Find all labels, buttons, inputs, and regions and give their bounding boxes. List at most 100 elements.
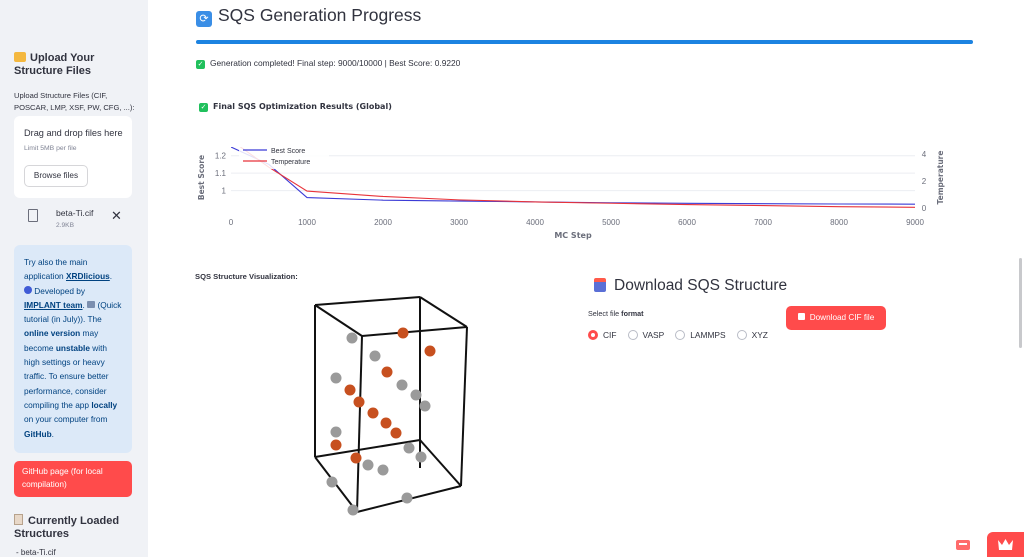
y-axis-label: Best Score: [197, 155, 206, 200]
sqs-structure-3d-view[interactable]: [295, 290, 495, 525]
atom: [330, 372, 342, 384]
upload-heading: Upload Your Structure Files: [14, 52, 95, 77]
atom: [397, 327, 409, 339]
atom: [353, 396, 365, 408]
x-tick-label: 2000: [374, 218, 392, 227]
x-tick-label: 0: [229, 218, 234, 227]
file-name: beta-Ti.cif: [56, 208, 94, 218]
atom: [369, 350, 381, 362]
scrollbar-thumb[interactable]: [1019, 258, 1022, 348]
atom: [330, 439, 342, 451]
implant-team-link[interactable]: IMPLANT team: [24, 299, 83, 310]
structure-viz-label: SQS Structure Visualization:: [195, 272, 298, 281]
atom: [403, 442, 415, 454]
folder-icon: [14, 52, 26, 62]
chart-title: ✓ Final SQS Optimization Results (Global): [199, 102, 392, 112]
x-tick-label: 9000: [906, 218, 924, 227]
streamlit-app-icon[interactable]: [955, 537, 971, 553]
x-tick-label: 5000: [602, 218, 620, 227]
sidebar: Upload Your Structure Files Upload Struc…: [0, 0, 148, 557]
refresh-icon: ⟳: [196, 11, 212, 27]
atom: [347, 504, 359, 516]
y-tick-label: 1.2: [215, 152, 227, 161]
atom: [330, 426, 342, 438]
radio-lammps[interactable]: LAMMPS: [675, 330, 726, 340]
video-icon: [87, 300, 96, 308]
legend-box: [239, 147, 329, 169]
x-tick-label: 8000: [830, 218, 848, 227]
file-dropzone[interactable]: Drag and drop files here Limit 5MB per f…: [14, 116, 132, 198]
optimization-chart[interactable]: 1 1.1 1.2 0 2 4 0 1000 2000 3000 4000 5000 6000 7000 8…: [194, 135, 974, 250]
atom: [401, 492, 413, 504]
legend-label: Temperature: [271, 159, 310, 166]
radio-dot: [675, 330, 686, 340]
atom: [377, 464, 389, 476]
y-tick-label: 1: [222, 187, 227, 196]
radio-dot: [736, 330, 747, 340]
radio-dot: [627, 330, 638, 340]
atom: [390, 427, 402, 439]
check-icon: ✓: [196, 60, 205, 69]
legend-label: Best Score: [271, 148, 305, 155]
file-icon: [28, 209, 38, 222]
y-tick-label: 1.1: [215, 169, 227, 178]
loaded-item: - beta-Ti.cif: [16, 548, 56, 557]
y2-axis-label: Temperature: [936, 151, 945, 205]
format-label: Select file format: [588, 309, 644, 318]
x-axis-label: MC Step: [554, 231, 592, 240]
streamlit-crown-button[interactable]: [987, 532, 1024, 557]
check-icon: ✓: [199, 103, 208, 112]
remove-file-icon[interactable]: ✕: [111, 208, 122, 223]
radio-vasp[interactable]: VASP: [627, 330, 664, 340]
dropzone-title: Drag and drop files here: [24, 128, 123, 138]
download-cif-button[interactable]: Download CIF file: [786, 306, 886, 330]
github-page-button[interactable]: GitHub page (for local compilation): [14, 461, 132, 497]
x-tick-label: 7000: [754, 218, 772, 227]
unit-cell-box: [314, 296, 468, 513]
x-tick-label: 1000: [298, 218, 316, 227]
atom: [362, 459, 374, 471]
uploaded-file: beta-Ti.cif 2.9KB ✕: [28, 207, 132, 235]
atom: [424, 345, 436, 357]
radio-xyz[interactable]: XYZ: [736, 330, 768, 340]
xrdlicious-link[interactable]: XRDlicious: [65, 271, 110, 282]
upload-label: Upload Structure Files (CIF, POSCAR, LMP…: [14, 91, 135, 112]
radio-cif[interactable]: CIF: [588, 330, 617, 340]
x-tick-label: 4000: [526, 218, 544, 227]
file-size: 2.9KB: [56, 222, 74, 229]
atom: [380, 417, 392, 429]
atom: [396, 379, 408, 391]
progress-fill: [196, 40, 973, 44]
atom: [410, 389, 422, 401]
y2-tick-label: 0: [922, 204, 927, 213]
download-icon: [797, 313, 805, 320]
atom: [419, 400, 431, 412]
browse-files-button[interactable]: Browse files: [24, 165, 88, 187]
atom: [326, 476, 338, 488]
radio-dot: [588, 330, 598, 340]
atom: [367, 407, 379, 419]
atom: [350, 452, 362, 464]
github-link[interactable]: GitHub: [24, 428, 52, 439]
info-box: Try also the main application XRDlicious…: [14, 245, 132, 453]
y2-tick-label: 2: [922, 177, 927, 186]
x-tick-label: 3000: [450, 218, 468, 227]
clipboard-icon: [14, 514, 23, 525]
atom: [415, 451, 427, 463]
spiral-icon: [24, 285, 32, 294]
atom: [381, 366, 393, 378]
atom: [344, 384, 356, 396]
x-tick-label: 6000: [678, 218, 696, 227]
atoms: [326, 327, 436, 516]
loaded-heading: Currently Loaded Structures: [14, 514, 120, 540]
download-box-icon: [594, 278, 606, 292]
atom: [346, 332, 358, 344]
crown-icon: [998, 539, 1013, 550]
y2-tick-label: 4: [922, 150, 927, 159]
series-line-temperature: [239, 147, 915, 208]
download-title: Download SQS Structure: [594, 277, 787, 295]
generation-status: ✓ Generation completed! Final step: 9000/…: [196, 58, 461, 69]
format-radio-group: CIF VASP LAMMPS XYZ: [588, 330, 768, 340]
progress-bar: [196, 40, 973, 44]
